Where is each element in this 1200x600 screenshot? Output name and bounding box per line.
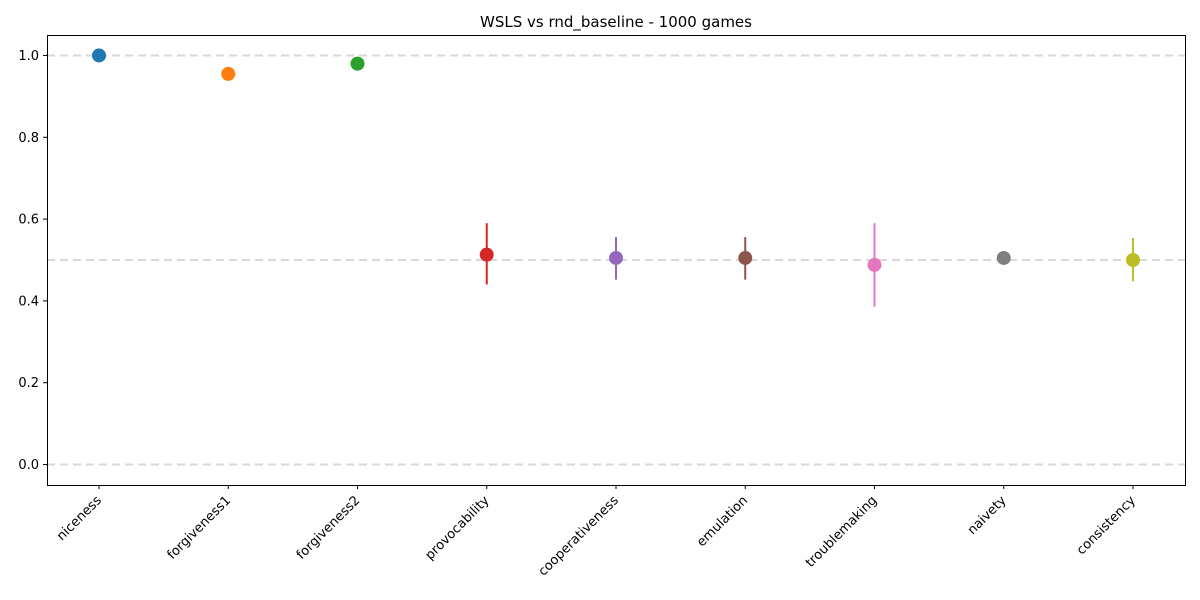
point-provocability: [479, 247, 494, 262]
x-tick-label: emulation: [694, 493, 751, 550]
x-tick-label: troublemaking: [803, 493, 880, 570]
y-tick-label: 0.2: [18, 376, 39, 391]
x-axis: niceness forgiveness1 forgiveness2 provocab…: [54, 485, 1139, 579]
y-axis: 0.0 0.2 0.4 0.6 0.8 1.0: [18, 49, 47, 473]
x-tick-label: provocability: [423, 493, 493, 563]
x-tick-label: forgiveness2: [294, 493, 363, 562]
point-forgiveness1: [221, 66, 236, 81]
point-naivety: [996, 250, 1011, 265]
x-tick-label: niceness: [54, 493, 105, 544]
data-points: [92, 48, 1140, 272]
point-forgiveness2: [350, 56, 365, 71]
x-tick-label: consistency: [1074, 493, 1139, 558]
reference-lines: [47, 54, 1185, 466]
y-tick-label: 0.6: [18, 213, 39, 228]
x-tick-label: naivety: [965, 493, 1010, 538]
point-consistency: [1126, 253, 1140, 267]
y-tick-label: 0.8: [18, 131, 39, 146]
point-niceness: [92, 48, 106, 63]
y-tick-label: 0.4: [18, 294, 39, 309]
point-troublemaking: [867, 257, 882, 272]
y-tick-label: 1.0: [18, 49, 39, 64]
chart-title: WSLS vs rnd_baseline - 1000 games: [480, 13, 752, 32]
y-tick-label: 0.0: [18, 458, 39, 473]
x-tick-label: forgiveness1: [165, 493, 234, 562]
point-cooperativeness: [609, 250, 623, 265]
x-tick-label: cooperativeness: [536, 493, 622, 579]
error-bars: [485, 223, 1134, 307]
point-emulation: [738, 250, 753, 265]
